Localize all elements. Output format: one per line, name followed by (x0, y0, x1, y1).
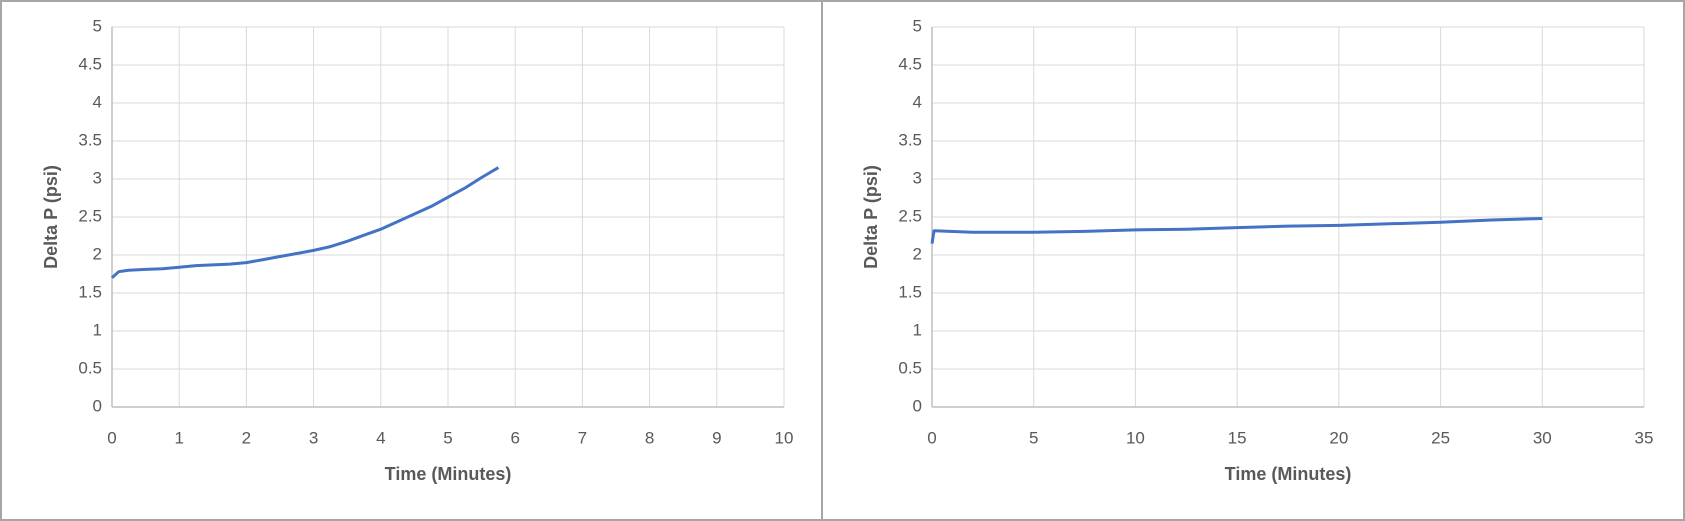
y-tick-label: 4 (913, 92, 922, 111)
x-tick-label: 15 (1228, 428, 1247, 447)
y-tick-label: 2 (913, 244, 922, 263)
x-tick-label: 10 (775, 428, 794, 447)
y-tick-label: 0.5 (898, 358, 922, 377)
x-tick-label: 6 (510, 428, 519, 447)
x-tick-label: 20 (1329, 428, 1348, 447)
y-tick-label: 1.5 (78, 282, 102, 301)
y-tick-label: 4.5 (78, 54, 102, 73)
x-tick-label: 5 (1029, 428, 1038, 447)
y-tick-label: 3.5 (898, 130, 922, 149)
x-tick-label: 5 (443, 428, 452, 447)
x-tick-label: 25 (1431, 428, 1450, 447)
x-axis-title: Time (Minutes) (385, 464, 512, 484)
data-line (110, 166, 500, 279)
y-tick-label: 5 (93, 16, 102, 35)
x-tick-label: 2 (242, 428, 251, 447)
y-tick-label: 2 (93, 244, 102, 263)
x-axis-title: Time (Minutes) (1225, 464, 1352, 484)
y-tick-label: 0 (913, 396, 922, 415)
x-tick-label: 35 (1635, 428, 1654, 447)
data-line (930, 217, 1543, 244)
x-tick-label: 1 (174, 428, 183, 447)
x-tick-label: 30 (1533, 428, 1552, 447)
y-tick-label: 4.5 (898, 54, 922, 73)
x-tick-label: 9 (712, 428, 721, 447)
x-tick-label: 10 (1126, 428, 1145, 447)
y-tick-label: 2.5 (898, 206, 922, 225)
x-tick-label: 0 (107, 428, 116, 447)
x-tick-label: 0 (927, 428, 936, 447)
y-axis-title: Delta P (psi) (41, 165, 61, 269)
x-tick-label: 8 (645, 428, 654, 447)
x-tick-label: 3 (309, 428, 318, 447)
x-tick-label: 7 (578, 428, 587, 447)
y-tick-label: 1.5 (898, 282, 922, 301)
y-axis-title: Delta P (psi) (861, 165, 881, 269)
y-tick-label: 4 (93, 92, 102, 111)
y-tick-label: 1 (913, 320, 922, 339)
y-tick-label: 0.5 (78, 358, 102, 377)
y-tick-label: 3 (93, 168, 102, 187)
y-tick-label: 3 (913, 168, 922, 187)
x-tick-label: 4 (376, 428, 385, 447)
y-tick-label: 1 (93, 320, 102, 339)
y-tick-label: 2.5 (78, 206, 102, 225)
y-tick-label: 3.5 (78, 130, 102, 149)
y-tick-label: 5 (913, 16, 922, 35)
y-tick-label: 0 (93, 396, 102, 415)
